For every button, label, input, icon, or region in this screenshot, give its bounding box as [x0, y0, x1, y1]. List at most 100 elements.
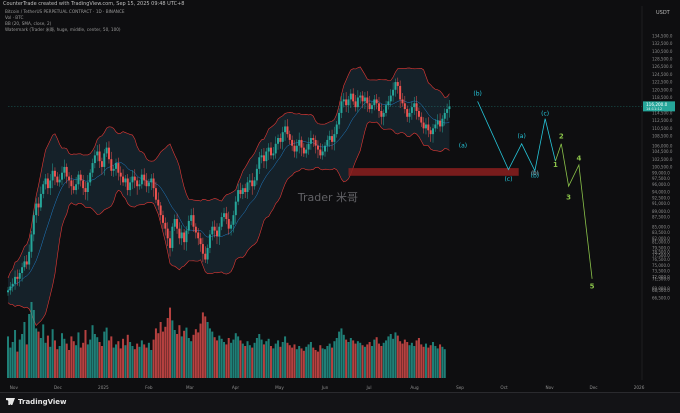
candle-body — [35, 203, 38, 216]
candle-body — [387, 101, 390, 106]
y-tick-label: 94,000.0 — [652, 190, 670, 195]
volume-bar — [239, 340, 242, 378]
volume-bar — [46, 335, 49, 378]
candle-body — [190, 215, 193, 221]
price-chart: USDT 66,500.0 68,500.069,000.0 71,500.072,0… — [7, 6, 675, 390]
volume-bar — [373, 339, 376, 378]
candle-body — [288, 134, 291, 140]
candle-body — [32, 215, 35, 235]
symbol-legend[interactable]: Bitcoin / TetherUS PERPETUAL CONTRACT · … — [5, 9, 125, 14]
candle-body — [192, 215, 195, 227]
volume-bar — [232, 339, 235, 378]
bollinger-upper — [7, 66, 450, 279]
candle-body — [44, 178, 47, 185]
y-tick-label: 120,500.0 — [652, 87, 673, 92]
volume-bar — [439, 344, 442, 378]
y-tick-label: 96,000.0 — [652, 182, 670, 187]
volume-bar — [321, 348, 324, 378]
volume-bar — [415, 340, 418, 378]
volume-bar — [51, 329, 54, 378]
volume-bar — [206, 322, 209, 378]
volume-bar — [112, 347, 115, 378]
zone-wave-label: (b) — [531, 171, 539, 177]
candle-body — [56, 176, 59, 183]
candle-body — [61, 172, 64, 180]
volume-bar — [385, 340, 388, 378]
candle-body — [63, 166, 66, 173]
bollinger-legend[interactable]: BB (20, SMA, close, 2) — [5, 21, 52, 26]
current-price-tag — [643, 101, 675, 112]
volume-bar — [443, 349, 446, 378]
volume-bar — [28, 314, 31, 378]
wave-label: 4 — [576, 154, 581, 162]
y-tick-label: 110,500.0 — [652, 126, 673, 131]
candle-body — [443, 112, 446, 119]
y-tick-label: 75,000.0 — [652, 263, 670, 268]
candle-body — [366, 97, 369, 104]
candle-body — [424, 124, 427, 129]
candle-body — [298, 139, 301, 146]
volume-bar — [246, 341, 249, 378]
wave-label: 2 — [559, 132, 564, 140]
volume-bar — [370, 346, 373, 378]
candle-body — [42, 184, 45, 194]
volume-bar — [253, 342, 256, 378]
volume-bar — [356, 341, 359, 378]
candle-body — [166, 228, 169, 239]
candle-body — [316, 145, 319, 150]
candle-body — [262, 155, 265, 162]
candle-body — [122, 176, 125, 183]
candle-body — [232, 215, 235, 225]
candle-body — [28, 251, 31, 265]
candle-body — [396, 82, 399, 86]
y-tick-label: 85,000.0 — [652, 224, 670, 229]
x-tick-label: Aug — [410, 385, 419, 390]
y-tick-label: 79,500.0 — [652, 246, 670, 251]
volume-bar — [361, 345, 364, 378]
x-tick-label: Jul — [365, 385, 371, 390]
x-tick-label: Feb — [145, 385, 153, 390]
candle-body — [180, 232, 183, 239]
candle-body — [302, 147, 305, 154]
x-tick-label: Nov — [545, 385, 554, 390]
volume-bar — [408, 345, 411, 378]
volume-bar — [269, 346, 272, 378]
volume-bar — [199, 323, 202, 378]
candle-body — [100, 161, 103, 167]
candle-body — [352, 93, 355, 102]
volume-bar — [378, 343, 381, 378]
candle-body — [117, 163, 120, 173]
volume-bar — [143, 344, 146, 378]
candle-body — [58, 179, 61, 183]
candle-body — [373, 99, 376, 106]
volume-legend[interactable]: Vol · BTC — [5, 15, 24, 20]
candle-body — [427, 124, 430, 131]
volume-bar — [220, 338, 223, 378]
volume-bar — [432, 342, 435, 378]
volume-bar — [345, 339, 348, 378]
candle-body — [434, 124, 437, 129]
volume-bar — [37, 331, 40, 378]
candle-body — [37, 203, 40, 208]
candle-body — [7, 290, 9, 293]
created-line: CounterTrade created with TradingView.co… — [3, 1, 185, 7]
x-tick-label: Nov — [10, 385, 19, 390]
volume-bar — [14, 330, 17, 378]
tradingview-logo-icon — [6, 398, 15, 405]
volume-bar — [161, 331, 164, 378]
volume-bar — [152, 339, 155, 378]
candle-body — [197, 232, 200, 239]
candle-body — [75, 184, 78, 191]
candle-body — [267, 147, 270, 152]
tradingview-logo[interactable]: TradingView — [6, 398, 67, 406]
y-tick-label: 118,500.0 — [652, 95, 673, 100]
volume-bar — [291, 347, 294, 378]
volume-bar — [201, 312, 204, 378]
candle-body — [187, 220, 190, 231]
y-tick-label: 69,000.0 — [652, 286, 670, 291]
watermark-legend[interactable]: Watermark (Trader 米哥, huge, middle, cent… — [5, 27, 121, 32]
volume-bar — [126, 334, 129, 378]
volume-bar — [237, 336, 240, 378]
volume-bar — [324, 349, 326, 378]
volume-bar — [96, 337, 99, 378]
